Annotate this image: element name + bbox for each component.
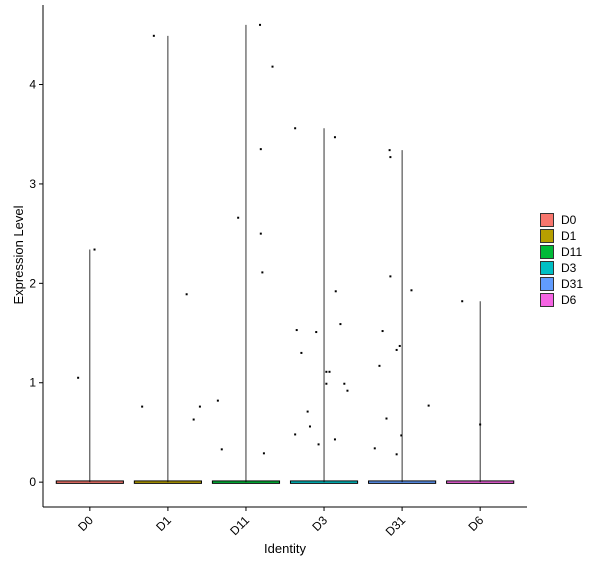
legend-item: D6 bbox=[540, 292, 583, 308]
legend-item: D11 bbox=[540, 244, 583, 260]
data-point bbox=[398, 344, 401, 347]
data-point bbox=[378, 364, 381, 367]
x-axis-label: Identity bbox=[264, 541, 306, 556]
legend-label: D11 bbox=[561, 245, 583, 259]
data-point bbox=[216, 399, 219, 402]
data-point bbox=[271, 65, 274, 68]
data-point bbox=[381, 330, 384, 333]
data-point bbox=[410, 289, 413, 292]
data-point bbox=[385, 417, 388, 420]
data-point bbox=[198, 405, 201, 408]
data-point bbox=[300, 351, 303, 354]
data-point bbox=[192, 418, 195, 421]
x-tick-label: D3 bbox=[309, 513, 330, 534]
data-point bbox=[259, 23, 262, 26]
x-ticks: D0 D1 D11 D3 D31 D6 bbox=[75, 507, 487, 539]
data-point bbox=[294, 127, 297, 130]
legend-item: D3 bbox=[540, 260, 583, 276]
data-point bbox=[373, 447, 376, 450]
legend-label: D0 bbox=[561, 213, 577, 227]
data-point bbox=[259, 148, 262, 151]
legend-swatch bbox=[540, 261, 554, 275]
plot-area bbox=[55, 23, 515, 484]
legend-item: D31 bbox=[540, 276, 583, 292]
y-tick-label: 2 bbox=[29, 276, 36, 290]
data-point bbox=[461, 300, 464, 303]
data-point bbox=[333, 438, 336, 441]
x-tick-label: D1 bbox=[153, 513, 174, 534]
data-point bbox=[339, 323, 342, 326]
data-point bbox=[93, 248, 96, 251]
legend-swatch bbox=[540, 213, 554, 227]
y-tick-label: 4 bbox=[29, 78, 36, 92]
data-point bbox=[427, 404, 430, 407]
data-point bbox=[395, 348, 398, 351]
y-axis-label: Expression Level bbox=[11, 205, 26, 304]
data-point bbox=[308, 425, 311, 428]
data-point bbox=[315, 331, 318, 334]
data-point bbox=[333, 136, 336, 139]
data-point bbox=[306, 410, 309, 413]
data-point bbox=[334, 290, 337, 293]
axes bbox=[42, 5, 527, 508]
legend-label: D6 bbox=[561, 293, 577, 307]
data-point bbox=[395, 453, 398, 456]
legend-swatch bbox=[540, 245, 554, 259]
data-point bbox=[400, 434, 403, 437]
data-point bbox=[389, 275, 392, 278]
data-point bbox=[220, 448, 223, 451]
data-point bbox=[479, 423, 482, 426]
data-point bbox=[152, 34, 155, 37]
data-point bbox=[389, 156, 392, 159]
data-point bbox=[141, 405, 144, 408]
y-tick-label: 0 bbox=[29, 475, 36, 489]
data-point bbox=[325, 370, 328, 373]
legend-swatch bbox=[540, 277, 554, 291]
data-point bbox=[262, 452, 265, 455]
legend-label: D1 bbox=[561, 229, 577, 243]
data-point bbox=[325, 382, 328, 385]
legend-label: D31 bbox=[561, 277, 584, 291]
data-point bbox=[295, 329, 298, 332]
y-tick-label: 1 bbox=[29, 376, 36, 390]
data-point bbox=[343, 382, 346, 385]
x-tick-label: D0 bbox=[75, 513, 96, 534]
legend-swatch bbox=[540, 229, 554, 243]
x-tick-label: D31 bbox=[383, 513, 409, 539]
x-tick-label: D6 bbox=[466, 513, 487, 534]
data-point bbox=[77, 376, 80, 379]
legend-label: D3 bbox=[561, 261, 577, 275]
data-point bbox=[388, 149, 391, 152]
data-point bbox=[294, 433, 297, 436]
data-point bbox=[346, 389, 349, 392]
legend-swatch bbox=[540, 293, 554, 307]
legend-item: D1 bbox=[540, 228, 583, 244]
data-point bbox=[185, 293, 188, 296]
y-tick-label: 3 bbox=[29, 177, 36, 191]
data-point bbox=[317, 443, 320, 446]
data-point bbox=[261, 271, 264, 274]
data-point bbox=[328, 370, 331, 373]
data-point bbox=[259, 232, 262, 235]
data-point bbox=[237, 216, 240, 219]
legend-item: D0 bbox=[540, 212, 583, 228]
y-ticks: 0 1 2 3 4 bbox=[29, 78, 43, 489]
legend: D0 D1 D11 D3 D31 D6 bbox=[540, 212, 583, 308]
x-tick-label: D11 bbox=[227, 513, 252, 538]
